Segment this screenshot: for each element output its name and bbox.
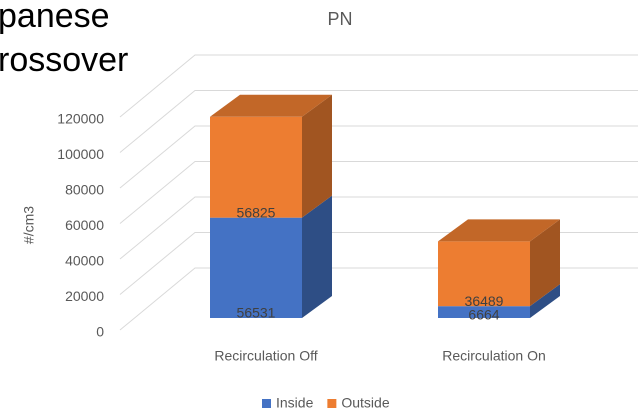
y-axis-label: #/cm3 <box>21 206 37 244</box>
grid-line <box>119 90 638 153</box>
overlay-text: rossover <box>0 41 128 79</box>
grid-line <box>119 161 638 224</box>
x-tick-label: Recirculation Off <box>214 348 317 364</box>
y-tick-label: 0 <box>96 324 104 340</box>
data-label: 36489 <box>465 293 504 309</box>
legend-swatch <box>327 399 337 408</box>
grid-line <box>119 196 638 260</box>
y-tick-label: 120000 <box>57 111 104 127</box>
y-tick-label: 20000 <box>65 288 104 304</box>
data-label: 6664 <box>468 307 499 323</box>
grid-line <box>119 125 638 189</box>
data-label: 56531 <box>237 305 276 321</box>
overlay-text: panese <box>0 0 110 35</box>
y-tick-label: 40000 <box>65 253 104 269</box>
bar-side <box>302 195 332 318</box>
chart-title: PN <box>327 9 352 29</box>
bar-side <box>530 219 560 307</box>
y-tick-label: 80000 <box>65 182 104 198</box>
legend-label: Outside <box>341 395 389 411</box>
bar <box>438 241 530 307</box>
bar <box>210 116 302 218</box>
bar-top <box>438 219 560 242</box>
x-tick-label: Recirculation On <box>442 348 546 364</box>
legend-label: Inside <box>276 395 314 411</box>
legend-swatch <box>262 399 271 408</box>
bar <box>210 217 302 318</box>
grid-line <box>119 232 638 295</box>
bar-top <box>210 94 332 117</box>
data-label: 56825 <box>237 204 276 220</box>
y-tick-label: 60000 <box>65 217 104 233</box>
bar <box>438 306 530 318</box>
grid-line <box>119 54 638 118</box>
y-tick-label: 100000 <box>57 146 104 162</box>
grid-line <box>119 267 638 331</box>
bar-side <box>302 94 332 218</box>
bar-side <box>530 284 560 318</box>
